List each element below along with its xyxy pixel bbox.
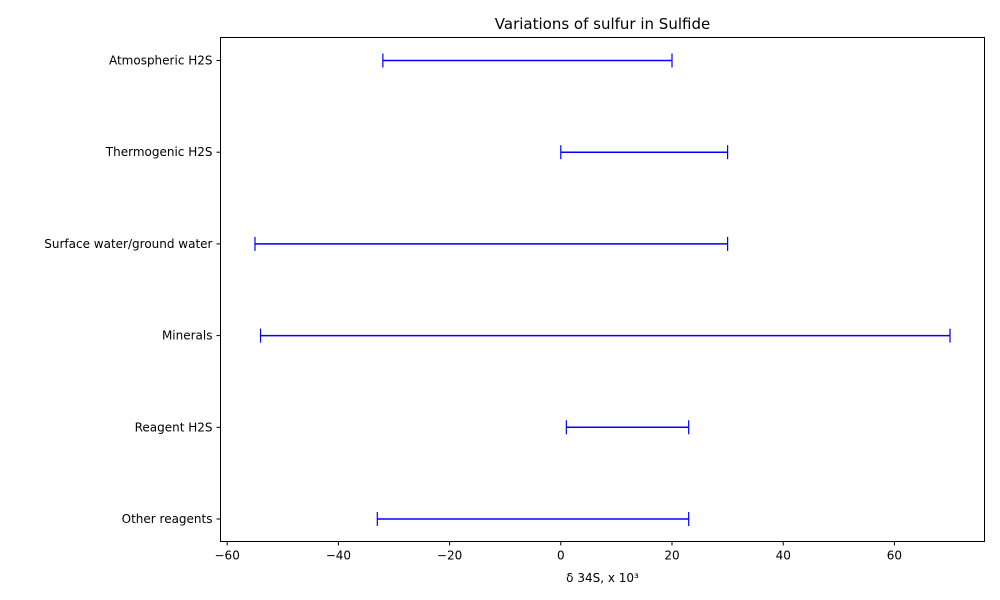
y-tick-label: Other reagents bbox=[122, 512, 213, 526]
range-bar bbox=[382, 53, 673, 68]
x-tick-label: −40 bbox=[326, 549, 351, 563]
x-axis-label: δ 34S, x 10³ bbox=[566, 571, 639, 585]
x-tick-label: −20 bbox=[437, 549, 462, 563]
x-tick-label: 0 bbox=[557, 549, 565, 563]
plot-area-frame bbox=[220, 37, 985, 542]
range-bar bbox=[254, 236, 729, 251]
y-tick-label: Minerals bbox=[162, 329, 213, 343]
y-tick-label: Thermogenic H2S bbox=[105, 145, 213, 159]
y-tick-label: Reagent H2S bbox=[135, 420, 213, 434]
range-bars bbox=[254, 53, 951, 526]
range-bar bbox=[560, 145, 729, 160]
y-axis-ticks: Atmospheric H2S Thermogenic H2S Surface wa… bbox=[44, 54, 221, 526]
x-tick-label: 20 bbox=[664, 549, 679, 563]
range-bar bbox=[259, 328, 951, 343]
chart-title: Variations of sulfur in Sulfide bbox=[495, 15, 710, 33]
x-tick-label: −60 bbox=[215, 549, 240, 563]
y-tick-label: Surface water/ground water bbox=[44, 237, 212, 251]
x-tick-label: 40 bbox=[776, 549, 791, 563]
range-bar bbox=[565, 420, 690, 435]
y-tick-label: Atmospheric H2S bbox=[109, 54, 213, 68]
range-bar bbox=[376, 512, 690, 526]
x-axis-ticks: −60 −40 −20 0 20 40 60 bbox=[215, 541, 902, 563]
x-tick-label: 60 bbox=[887, 549, 902, 563]
